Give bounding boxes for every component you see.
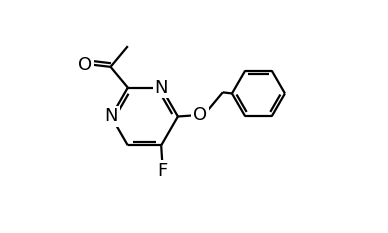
Text: N: N xyxy=(104,107,118,126)
Text: N: N xyxy=(154,79,168,97)
Text: F: F xyxy=(157,162,168,180)
Text: O: O xyxy=(193,106,207,124)
Text: O: O xyxy=(78,55,92,74)
